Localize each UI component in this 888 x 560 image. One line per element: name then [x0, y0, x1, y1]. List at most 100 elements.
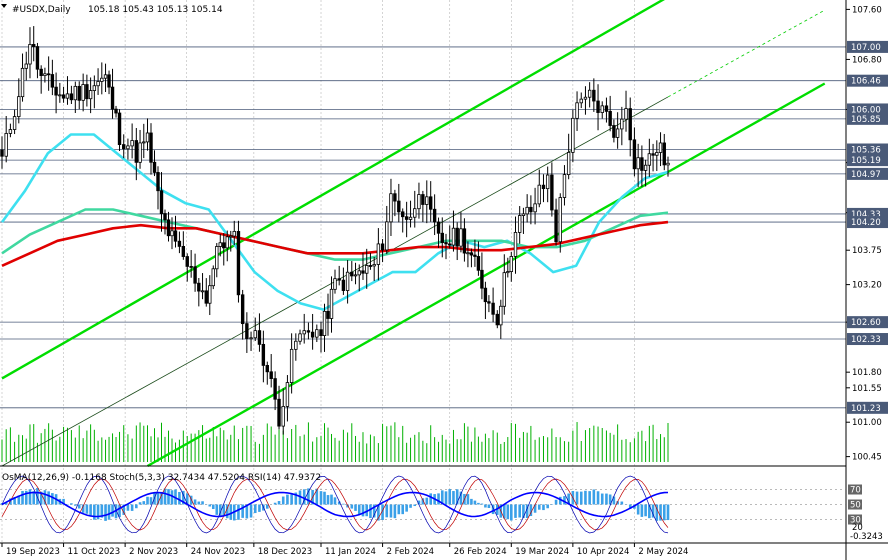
- candle-body: [425, 196, 429, 205]
- time-tick-label: 24 Nov 2023: [191, 547, 245, 557]
- candle-body: [100, 77, 104, 82]
- candle-body: [444, 242, 448, 245]
- candle-body: [466, 252, 470, 255]
- candle-body: [170, 230, 174, 237]
- level-label: 101.23: [851, 404, 881, 414]
- candle-body: [177, 240, 182, 247]
- price-tick-label: 101.55: [852, 384, 882, 394]
- level-label-box: [847, 154, 888, 167]
- candle-body: [273, 378, 277, 400]
- candle-body: [236, 231, 241, 296]
- candle-body: [545, 174, 550, 190]
- candle-body: [393, 193, 397, 202]
- candle-body: [491, 302, 495, 315]
- candle-body: [385, 221, 389, 251]
- candle-body: [350, 271, 354, 277]
- candle-body: [389, 193, 393, 223]
- candle-body: [541, 184, 546, 190]
- time-tick-label: 11 Oct 2023: [68, 547, 121, 557]
- ma-line: [0, 133, 669, 311]
- sub-level-label: 70: [850, 486, 861, 496]
- candle-body: [122, 144, 126, 150]
- candle-body: [50, 74, 55, 88]
- candle-body: [310, 331, 315, 338]
- level-label: 106.46: [851, 77, 881, 87]
- channel-extension: [667, 9, 826, 98]
- level-label-box: [847, 333, 888, 346]
- candle-body: [483, 287, 488, 303]
- candle-body: [372, 264, 376, 267]
- candle-body: [138, 142, 142, 163]
- candle-body: [537, 184, 541, 205]
- candle-body: [232, 231, 236, 237]
- candle-body: [69, 93, 74, 101]
- candle-body: [587, 89, 592, 98]
- sub-level-label: 30: [850, 516, 861, 526]
- sub-scale-min: -0.3243: [850, 532, 883, 542]
- level-label-box: [847, 401, 888, 414]
- candle-body: [73, 85, 78, 101]
- candle-body: [361, 270, 365, 274]
- candle-body: [142, 141, 146, 144]
- candle-body: [662, 142, 666, 166]
- price-tick-label: 106.80: [852, 55, 882, 65]
- candle-body: [58, 94, 62, 97]
- time-tick-label: 2 Nov 2023: [129, 547, 178, 557]
- candle-body: [579, 98, 583, 104]
- candle-body: [401, 211, 405, 218]
- candle-body: [624, 108, 628, 120]
- moving-averages: [0, 133, 669, 311]
- sub-level-box: [848, 484, 862, 495]
- candle-body: [583, 96, 588, 100]
- candle-body: [608, 110, 612, 126]
- candle-body: [615, 128, 620, 138]
- candle-body: [218, 242, 222, 247]
- candle-body: [253, 330, 257, 339]
- candle-body: [181, 246, 186, 257]
- candle-body: [211, 268, 215, 287]
- sub-scale-20: 20: [852, 523, 863, 533]
- candle-body: [265, 365, 269, 373]
- candle-body: [257, 330, 262, 345]
- candle-body: [81, 84, 85, 101]
- time-tick-label: 10 Apr 2024: [577, 547, 630, 557]
- candle-body: [43, 73, 47, 76]
- candle-body: [107, 74, 111, 88]
- candle-body: [651, 153, 655, 156]
- candle-body: [647, 153, 652, 166]
- candle-body: [245, 323, 249, 339]
- candle-body: [440, 232, 444, 243]
- level-label-box: [847, 103, 888, 116]
- level-label-box: [847, 143, 888, 156]
- candle-body: [322, 310, 327, 337]
- level-label-box: [847, 112, 888, 125]
- candle-body: [451, 227, 456, 246]
- candle-body: [600, 105, 604, 113]
- candle-body: [502, 272, 506, 307]
- channel-extension: [667, 82, 826, 174]
- candle-body: [204, 290, 208, 304]
- time-axis: 19 Sep 2023 11 Oct 2023 2 Nov 2023 24 Nov 2…: [1, 543, 688, 557]
- level-label-box: [847, 74, 888, 87]
- candle-body: [612, 125, 616, 138]
- symbol-label: #USDX,Daily: [12, 5, 71, 15]
- level-label-box: [847, 316, 888, 329]
- candle-body: [421, 194, 425, 205]
- candle-body: [655, 152, 659, 156]
- time-tick-label: 2 May 2024: [638, 547, 688, 557]
- candle-body: [480, 269, 484, 289]
- level-label: 102.60: [851, 318, 881, 328]
- candle-body: [315, 329, 319, 338]
- candle-body: [517, 215, 522, 233]
- candle-body: [92, 85, 97, 91]
- candle-body: [353, 274, 358, 277]
- time-tick-label: 11 Jan 2024: [325, 547, 376, 557]
- candle-body: [61, 94, 66, 99]
- candle-body: [319, 329, 323, 337]
- symbol-dropdown-icon[interactable]: [1, 4, 7, 8]
- candle-body: [596, 100, 600, 113]
- candle-body: [459, 228, 463, 247]
- candle-body: [529, 206, 533, 213]
